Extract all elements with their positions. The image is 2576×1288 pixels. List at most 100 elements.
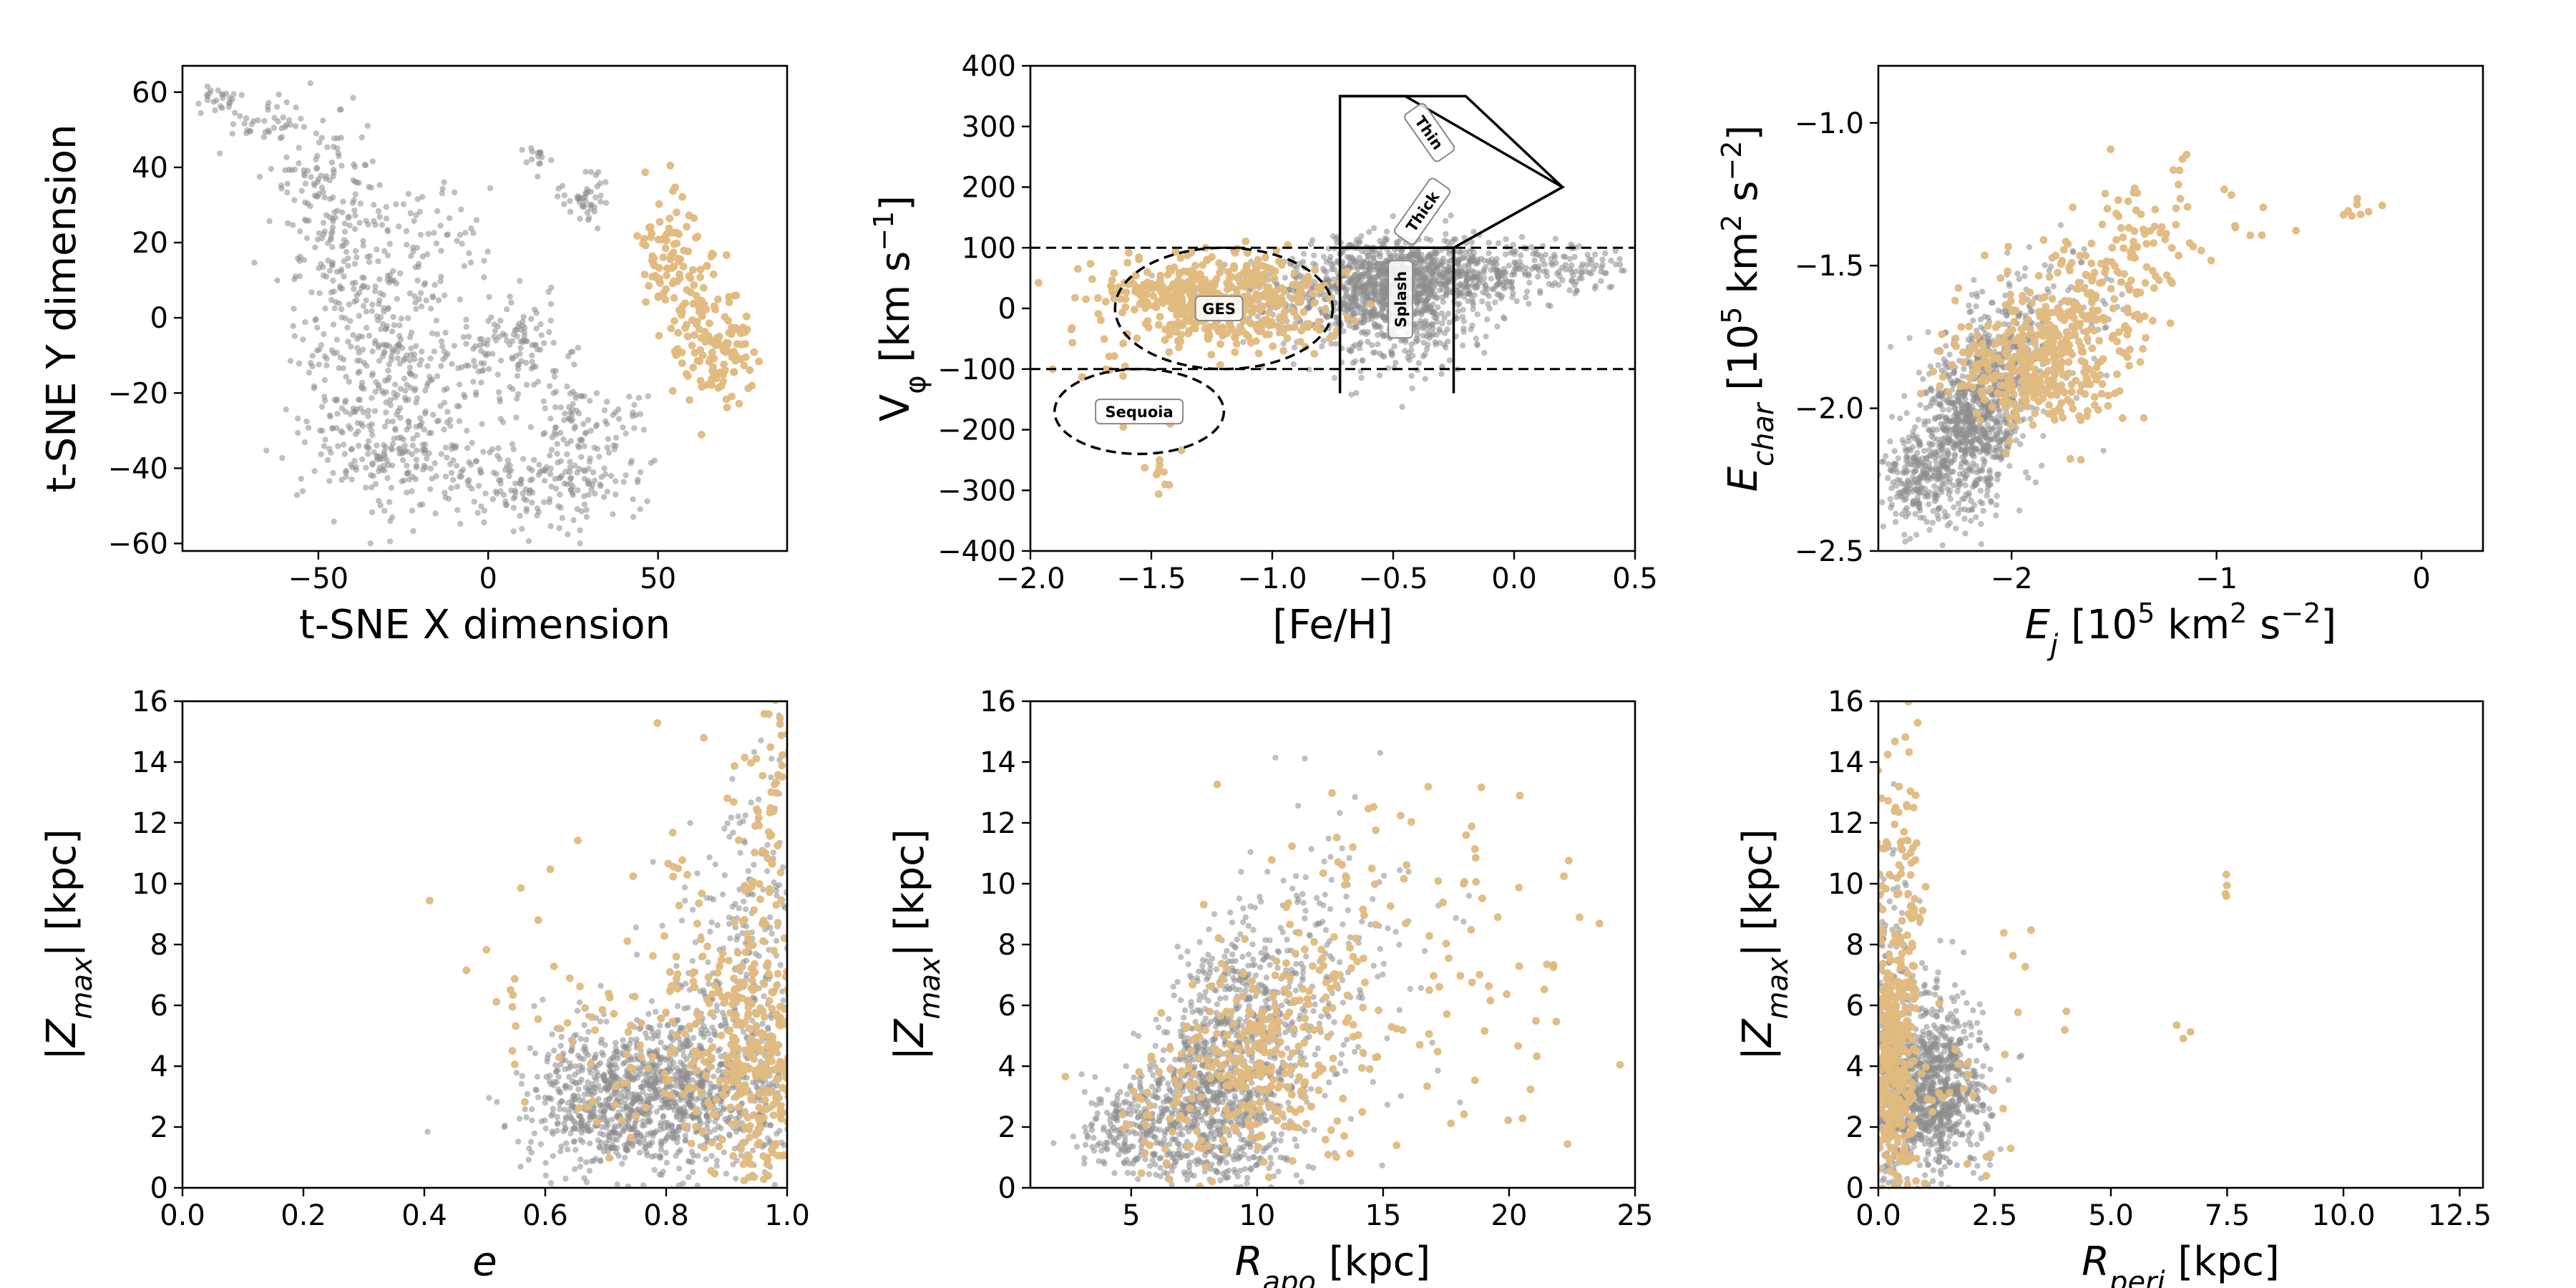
field-point [628, 460, 634, 467]
field-point [418, 303, 425, 310]
field-point [1994, 502, 2000, 508]
field-point [284, 189, 291, 196]
field-point [1388, 350, 1395, 357]
field-point [204, 83, 211, 90]
ges-point [663, 271, 670, 280]
field-point [1426, 323, 1433, 329]
field-point [308, 174, 314, 180]
field-point [1300, 258, 1307, 265]
field-point [341, 273, 347, 280]
ges-point [1108, 288, 1116, 296]
ges-point [1246, 269, 1255, 277]
field-point [266, 218, 273, 225]
field-point [1901, 393, 1908, 399]
field-point [213, 97, 220, 104]
field-point [631, 401, 638, 408]
field-point [406, 476, 413, 483]
field-point [542, 467, 549, 473]
field-point [1475, 260, 1481, 266]
points-p2 [1035, 213, 1635, 498]
field-point [1956, 471, 1963, 477]
field-point [517, 481, 525, 487]
ges-point [647, 233, 655, 241]
field-point [531, 381, 537, 388]
field-point [540, 398, 547, 405]
field-point [1456, 301, 1463, 307]
field-point [1926, 501, 1932, 507]
field-point [447, 559, 452, 565]
field-point [1367, 279, 1374, 286]
yaxis-label: Vφ [km s−1] [868, 195, 932, 421]
field-point [427, 377, 434, 384]
field-point [519, 147, 525, 153]
ges-point [698, 351, 707, 359]
field-point [307, 80, 313, 87]
ges-point [728, 392, 736, 401]
field-point [1382, 317, 1389, 323]
field-point [1984, 450, 1991, 457]
field-point [297, 228, 303, 235]
field-point [340, 365, 346, 371]
ges-point [1119, 372, 1127, 380]
field-point [1901, 487, 1908, 493]
ges-point [1165, 481, 1174, 489]
ges-point [1094, 310, 1103, 318]
field-point [238, 92, 245, 98]
field-point [401, 477, 407, 484]
field-point [2021, 273, 2028, 280]
field-point [517, 345, 524, 351]
field-point [411, 387, 418, 394]
field-point [265, 99, 272, 106]
field-point [303, 235, 311, 241]
field-point [2016, 275, 2023, 283]
field-point [356, 313, 362, 319]
field-point [467, 259, 474, 266]
field-point [2119, 291, 2125, 298]
ges-point [1243, 248, 1252, 257]
field-point [1445, 311, 1452, 317]
field-point [1951, 504, 1957, 511]
ges-point [1175, 343, 1183, 351]
ges-point [1121, 303, 1130, 311]
field-point [460, 333, 467, 341]
field-point [552, 404, 559, 411]
field-point [585, 465, 592, 472]
ges-point [654, 235, 663, 244]
field-point [343, 468, 349, 474]
field-point [547, 452, 553, 459]
ges-point [1297, 326, 1306, 335]
field-point [541, 477, 548, 484]
field-point [520, 313, 527, 321]
ges-point [1191, 261, 1199, 270]
field-point [1438, 260, 1445, 266]
field-point [1963, 447, 1971, 453]
field-point [1330, 233, 1337, 240]
xtick-label: 50 [640, 562, 676, 595]
field-point [1961, 474, 1968, 480]
field-point [1438, 310, 1445, 317]
ges-point [1232, 340, 1241, 348]
field-point [1976, 449, 1984, 456]
field-point [648, 459, 654, 467]
field-point [2039, 462, 2045, 469]
ges-point [689, 300, 698, 308]
field-point [1934, 512, 1941, 518]
field-point [1435, 304, 1441, 311]
field-point [1608, 258, 1614, 264]
field-point [437, 223, 444, 229]
ges-point [1304, 320, 1313, 328]
field-point [1568, 278, 1575, 285]
field-point [620, 424, 626, 431]
field-point [557, 404, 564, 411]
field-point [1959, 373, 1966, 379]
field-point [295, 255, 301, 262]
ges-point [689, 265, 697, 274]
ges-point [1144, 323, 1153, 332]
field-point [553, 431, 560, 438]
field-point [1376, 372, 1383, 379]
field-point [333, 268, 340, 275]
field-point [1510, 290, 1516, 297]
field-point [438, 338, 445, 345]
field-point [438, 363, 444, 369]
